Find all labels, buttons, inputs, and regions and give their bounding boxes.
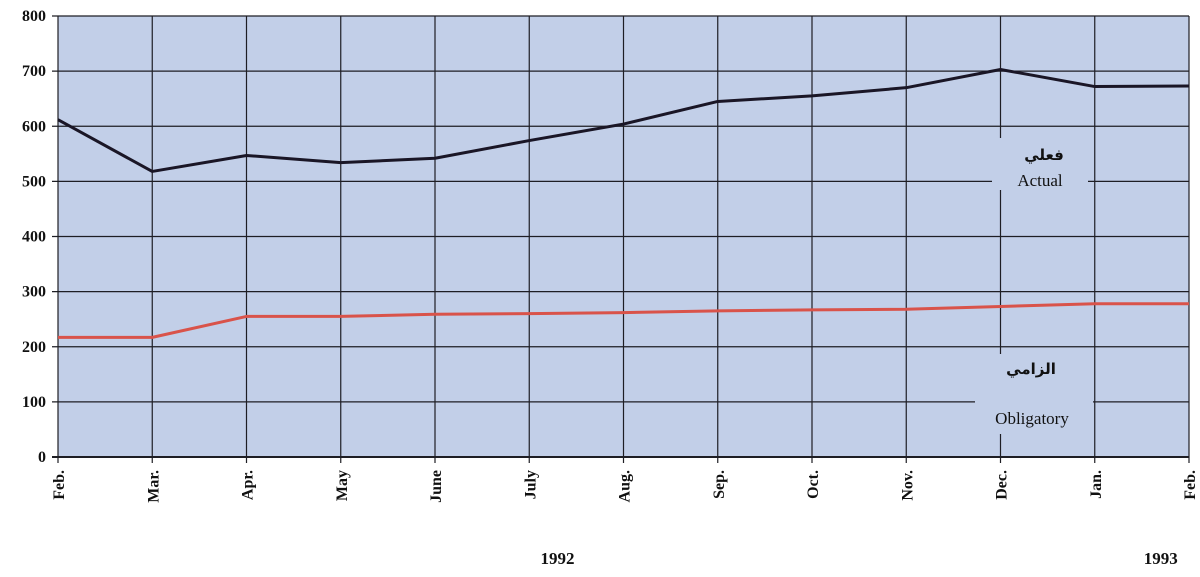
x-tick-label: Feb.: [1182, 470, 1199, 500]
y-tick-label: 100: [22, 394, 46, 411]
obligatory-label-backdrop: [975, 354, 1093, 434]
y-tick-label: 400: [22, 229, 46, 246]
x-tick-label: Dec.: [994, 470, 1011, 500]
series-line: [58, 302, 1189, 339]
year-labels: 1992 1993: [541, 549, 1178, 568]
y-tick-label: 0: [38, 449, 46, 466]
series-lines: [57, 67, 1190, 339]
x-tick-label: Feb.: [51, 470, 68, 500]
x-tick-label: Aug.: [617, 470, 634, 502]
x-tick-label: Apr.: [240, 470, 257, 500]
year-label: 1993: [1144, 549, 1178, 568]
x-tick-label: Nov.: [899, 470, 916, 501]
x-axis-tick-labels: Feb. Mar. Apr. May June July Aug. Sep. Oct. Nov. D…: [51, 470, 1199, 503]
actual-label: Actual: [1017, 171, 1063, 190]
obligatory-series-label: الزامي Obligatory: [975, 354, 1093, 434]
obligatory-label: Obligatory: [995, 409, 1069, 428]
y-tick-label: 300: [22, 284, 46, 301]
x-tick-label: Oct.: [805, 470, 822, 499]
x-tick-label: July: [522, 470, 539, 499]
x-tick-label: June: [428, 470, 445, 503]
x-tick-label: Mar.: [145, 470, 162, 503]
actual-label-backdrop: [992, 138, 1088, 190]
x-tick-label: Jan.: [1088, 470, 1105, 499]
series-line: [57, 67, 1190, 173]
x-tick-label: May: [334, 470, 351, 501]
y-axis-tick-labels: 0 100 200 300 400 500 600 700 800: [22, 8, 46, 466]
y-tick-label: 800: [22, 8, 46, 25]
obligatory-label-arabic: الزامي: [1006, 360, 1056, 378]
actual-label-arabic: فعلي: [1024, 146, 1064, 164]
year-label: 1992: [541, 549, 575, 568]
y-tick-label: 700: [22, 63, 46, 80]
x-tick-label: Sep.: [711, 470, 728, 499]
actual-series-label: فعلي Actual: [992, 138, 1088, 190]
y-tick-label: 500: [22, 173, 46, 190]
y-tick-label: 600: [22, 118, 46, 135]
y-tick-label: 200: [22, 339, 46, 356]
